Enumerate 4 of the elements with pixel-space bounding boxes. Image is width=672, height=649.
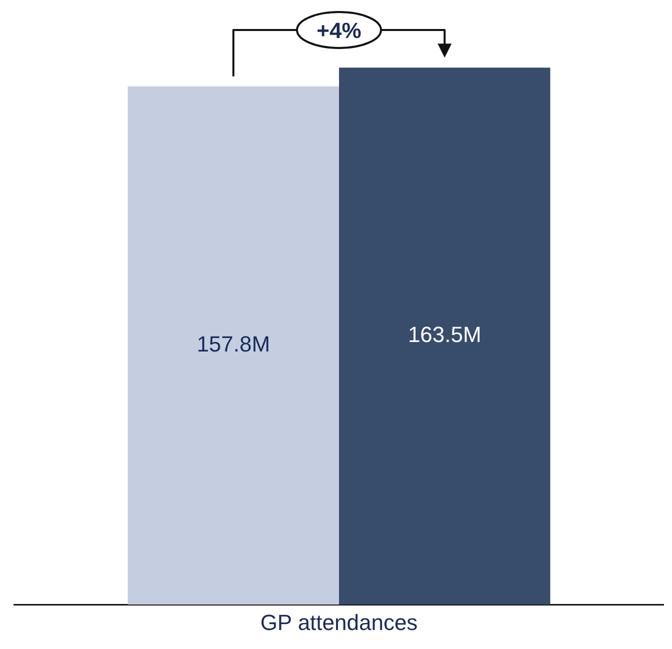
data-label: 163.5M xyxy=(408,322,482,348)
x-axis-title: GP attendances xyxy=(260,610,418,635)
data-label: 157.8M xyxy=(196,332,270,357)
text: +4% xyxy=(316,18,362,43)
